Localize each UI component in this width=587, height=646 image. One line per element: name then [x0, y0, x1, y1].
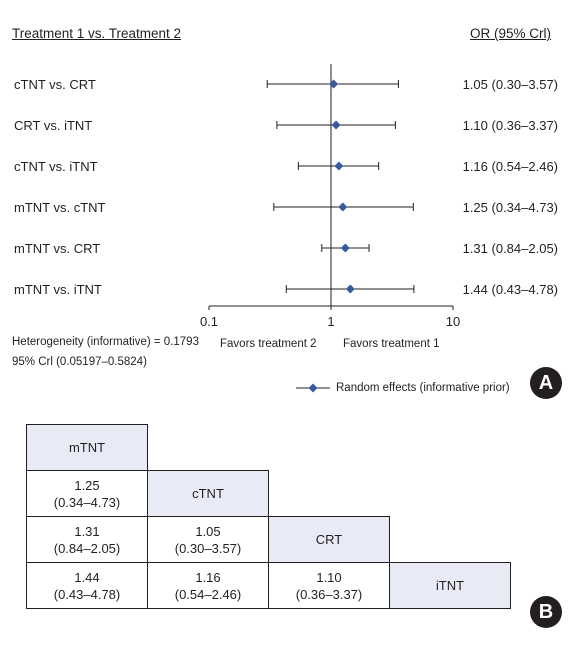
treatment-label: cTNT — [192, 486, 224, 501]
treatment-label: iTNT — [435, 578, 465, 593]
point-estimate-marker — [331, 120, 341, 130]
comparison-label: cTNT vs. iTNT — [14, 159, 98, 174]
heterogeneity-text: Heterogeneity (informative) = 0.1793 — [12, 336, 199, 348]
diagonal-cell-crt: CRT — [268, 516, 390, 563]
treatment-label: CRT — [315, 532, 343, 547]
comparison-label: cTNT vs. CRT — [14, 77, 96, 92]
point-estimate-marker — [340, 243, 350, 253]
league-cell: 1.05 (0.30–3.57) — [147, 516, 269, 563]
point-estimate-marker — [329, 79, 339, 89]
diagonal-cell-itnt: iTNT — [389, 562, 511, 609]
column-header-or: OR (95% Crl) — [470, 26, 552, 41]
or-value-label: 1.16 (0.54–2.46) — [463, 159, 558, 174]
favors-treatment-1-label: Favors treatment 1 — [343, 338, 440, 350]
or-value-label: 1.10 (0.36–3.37) — [463, 118, 558, 133]
point-estimate-marker — [334, 161, 344, 171]
point-estimate-marker — [345, 284, 355, 294]
or-value-label: 1.25 (0.34–4.73) — [463, 200, 558, 215]
diagonal-cell-ctnt: cTNT — [147, 470, 269, 517]
comparison-label: mTNT vs. cTNT — [14, 200, 106, 215]
panel-b-badge: B — [530, 596, 562, 628]
or-value-label: 1.44 (0.43–4.78) — [463, 282, 558, 297]
legend-marker-icon — [296, 383, 330, 393]
league-cell: 1.25 (0.34–4.73) — [26, 470, 148, 517]
league-cell: 1.31 (0.84–2.05) — [26, 516, 148, 563]
x-tick-label: 10 — [446, 314, 460, 329]
treatment-label: mTNT — [68, 440, 106, 455]
table-row: 1.44 (0.43–4.78) 1.16 (0.54–2.46) 1.10 (0.3… — [26, 562, 511, 609]
league-cell: 1.10 (0.36–3.37) — [268, 562, 390, 609]
or-value-label: 1.05 (0.30–3.57) — [463, 77, 558, 92]
league-cell: 1.16 (0.54–2.46) — [147, 562, 269, 609]
comparison-label: mTNT vs. iTNT — [14, 282, 102, 297]
x-tick-label: 0.1 — [200, 314, 218, 329]
forest-plot: 0.1 1 10 cTNT vs. CRT 1.05 (0.30–3.57) CRT vs… — [14, 64, 558, 329]
legend-label: Random effects (informative prior) — [336, 382, 510, 394]
or-value-label: 1.31 (0.84–2.05) — [463, 241, 558, 256]
table-row: 1.25 (0.34–4.73) cTNT — [26, 470, 511, 517]
heterogeneity-ci-text: 95% Crl (0.05197–0.5824) — [12, 356, 147, 368]
panel-a-badge: A — [530, 367, 562, 399]
comparison-label: CRT vs. iTNT — [14, 118, 92, 133]
table-row: 1.31 (0.84–2.05) 1.05 (0.30–3.57) CRT — [26, 516, 511, 563]
point-estimate-marker — [338, 202, 348, 212]
favors-treatment-2-label: Favors treatment 2 — [220, 338, 317, 350]
column-header-comparison: Treatment 1 vs. Treatment 2 — [12, 26, 182, 41]
table-row: mTNT — [26, 424, 511, 471]
diagonal-cell-mtnt: mTNT — [26, 424, 148, 471]
league-table: mTNT 1.25 (0.34–4.73) cTNT 1.31 (0.84–2.05… — [26, 424, 511, 609]
comparison-label: mTNT vs. CRT — [14, 241, 100, 256]
x-tick-label: 1 — [327, 314, 334, 329]
league-cell: 1.44 (0.43–4.78) — [26, 562, 148, 609]
